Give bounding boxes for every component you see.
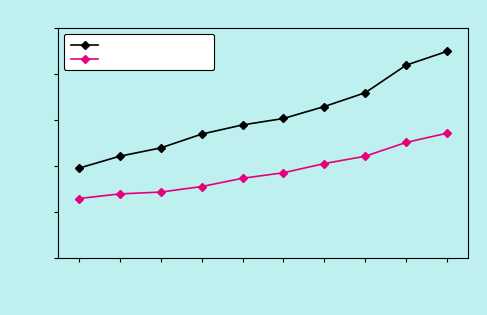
過疎地域の平均 — [281, 171, 286, 175]
過疎地域以外の平均 — [281, 117, 286, 120]
過疎地域の平均 — [444, 131, 450, 135]
過疎地域以外の平均 — [321, 105, 327, 108]
過疎地域以外の平均 — [240, 123, 245, 127]
過疎地域の平均 — [362, 154, 368, 158]
過疎地域の平均 — [403, 140, 409, 144]
過疎地域の平均 — [240, 176, 245, 180]
過疎地域の平均 — [158, 190, 164, 194]
過疎地域以外の平均 — [158, 146, 164, 150]
過疎地域の平均 — [117, 192, 123, 196]
Line: 過疎地域の平均: 過疎地域の平均 — [76, 130, 450, 201]
過疎地域以外の平均 — [362, 91, 368, 94]
過疎地域以外の平均 — [199, 132, 205, 136]
Line: 過疎地域以外の平均: 過疎地域以外の平均 — [76, 49, 450, 171]
過疎地域以外の平均 — [444, 49, 450, 53]
Legend: 過疎地域以外の平均, 過疎地域の平均: 過疎地域以外の平均, 過疎地域の平均 — [64, 34, 214, 70]
過疎地域以外の平均 — [403, 63, 409, 67]
過疎地域以外の平均 — [76, 166, 82, 170]
過疎地域以外の平均 — [117, 154, 123, 158]
過疎地域の平均 — [199, 185, 205, 188]
過疎地域の平均 — [76, 197, 82, 200]
過疎地域の平均 — [321, 162, 327, 165]
